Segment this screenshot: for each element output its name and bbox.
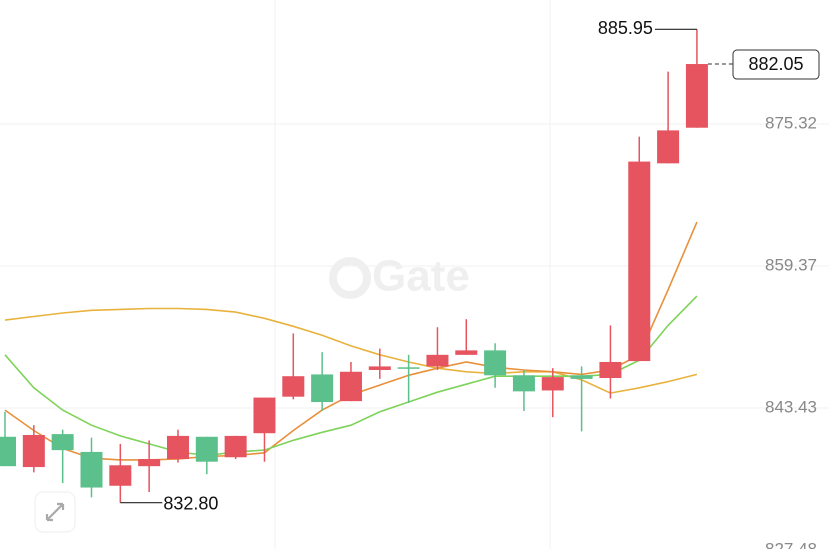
candle-body (138, 459, 161, 467)
last-price-label: 882.05 (748, 54, 803, 74)
watermark: Gate (329, 252, 470, 301)
y-tick-label: 859.37 (765, 256, 817, 275)
candle-body (685, 64, 708, 128)
high-label: 885.95 (598, 18, 653, 38)
candle-body (512, 375, 535, 392)
annotations: 885.95 832.80 882.05 (120, 18, 820, 513)
y-tick-label: 843.43 (765, 397, 817, 416)
candles (0, 29, 708, 503)
candle-body (657, 130, 680, 164)
candle-body (484, 350, 507, 376)
candle-body (541, 377, 564, 391)
watermark-text: Gate (372, 252, 470, 301)
candle-body (339, 371, 362, 402)
candle-body (253, 397, 276, 434)
candle-body (599, 361, 622, 378)
candle-body (0, 436, 16, 467)
candle-body (570, 375, 593, 379)
watermark-logo (329, 257, 371, 299)
last-price-box (732, 49, 820, 80)
candle-body (109, 465, 132, 486)
y-tick-label: 875.32 (765, 113, 817, 132)
candle-body (195, 436, 218, 462)
y-tick-label: 827.48 (765, 540, 817, 549)
candle-body (368, 366, 391, 370)
candle-body (224, 435, 247, 458)
candle-body (51, 434, 74, 451)
low-label: 832.80 (163, 493, 218, 513)
expand-button[interactable] (34, 491, 76, 533)
candle-body (80, 451, 103, 488)
candle-body (166, 435, 189, 460)
expand-icon (45, 502, 65, 522)
candle-body (455, 350, 478, 355)
candle-body (628, 161, 651, 362)
candle-body (426, 354, 449, 367)
candle-body (282, 376, 305, 397)
candle-body (22, 434, 45, 468)
candle-body (397, 367, 420, 369)
candle-body (311, 374, 334, 403)
